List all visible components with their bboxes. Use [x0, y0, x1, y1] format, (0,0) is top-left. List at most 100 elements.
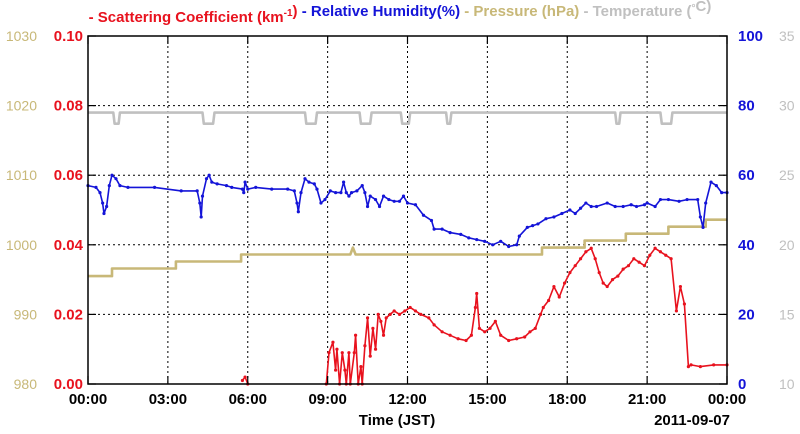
humidity-data-point — [215, 182, 219, 186]
grid — [88, 36, 727, 384]
legend-item-pressure: - Pressure (hPa) — [460, 3, 579, 20]
scattering-axis-tick-label: 0.08 — [54, 98, 83, 115]
scattering-data-point — [712, 363, 716, 367]
humidity-data-point — [296, 210, 300, 214]
humidity-data-point — [658, 197, 663, 202]
scattering-data-point — [376, 312, 380, 316]
humidity-data-point — [413, 203, 418, 207]
humidity-data-point — [292, 189, 296, 193]
humidity-data-point — [246, 187, 250, 191]
temperature-axis-tick-label: 35 — [779, 28, 795, 44]
humidity-data-point — [642, 203, 647, 207]
humidity-data-point — [270, 187, 274, 191]
humidity-data-point — [210, 180, 214, 184]
humidity-data-point — [200, 194, 205, 198]
scattering-data-point — [578, 257, 583, 261]
scattering-data-point — [686, 365, 690, 369]
humidity-data-point — [421, 213, 426, 217]
scattering-data-point — [379, 319, 383, 323]
legend-item-humidity: - Relative Humidity(%) — [298, 3, 461, 20]
temperature-axis-tick-label: 30 — [779, 98, 795, 114]
humidity-data-point — [544, 217, 548, 221]
pressure-axis-tick-label: 1020 — [6, 98, 37, 114]
scattering-axis-tick-label: 0.04 — [54, 237, 84, 254]
legend-item-temperature: - Temperature ( — [579, 3, 691, 20]
scattering-data-point — [353, 333, 358, 337]
axes: 00:00 03:00 06:00 09:00 12:00 15:00 18:00 21:00… — [6, 28, 795, 408]
humidity-data-point — [405, 201, 410, 205]
temperature-series-line — [88, 111, 727, 125]
pressure-axis-tick-label: 990 — [14, 306, 38, 322]
scattering-data-point — [343, 368, 347, 372]
humidity-data-point — [621, 204, 625, 209]
pressure-series-line — [88, 218, 727, 278]
humidity-series-line — [87, 174, 727, 248]
humidity-data-point — [696, 197, 700, 202]
humidity-data-point — [568, 208, 572, 212]
scattering-data-point — [664, 253, 668, 257]
scattering-data-point — [573, 264, 577, 268]
pressure-axis-tick-label: 1030 — [6, 28, 37, 44]
humidity-data-point — [363, 191, 367, 195]
humidity-data-point — [613, 204, 617, 209]
humidity-data-point — [483, 239, 487, 243]
humidity-data-point — [102, 211, 106, 216]
humidity-data-point — [195, 189, 199, 193]
scattering-data-point — [440, 330, 444, 334]
humidity-data-point — [387, 197, 391, 202]
scattering-axis-tick-label: 0.06 — [54, 167, 83, 184]
humidity-data-point — [373, 197, 378, 202]
humidity-data-point — [698, 215, 702, 219]
humidity-data-point — [714, 184, 718, 188]
temperature-axis-tick-label: 20 — [779, 237, 795, 253]
x-tick-label: 21:00 — [628, 391, 666, 408]
humidity-data-point — [584, 201, 588, 205]
humidity-data-point — [126, 185, 130, 189]
humidity-data-point — [94, 185, 98, 189]
humidity-data-point — [429, 218, 434, 223]
humidity-data-point — [98, 191, 102, 195]
humidity-axis-tick-label: 0 — [738, 376, 746, 393]
scattering-series-line — [325, 247, 727, 385]
scattering-data-point — [419, 312, 423, 316]
scattering-axis-tick-label: 0.02 — [54, 306, 83, 323]
scattering-data-point — [347, 351, 351, 355]
scattering-data-point — [589, 246, 593, 250]
scattering-data-point — [359, 365, 363, 369]
humidity-data-point — [720, 191, 724, 195]
humidity-data-point — [392, 199, 396, 203]
humidity-data-point — [312, 182, 316, 186]
scattering-data-point — [626, 264, 631, 268]
scattering-data-point — [388, 312, 392, 316]
scattering-data-point — [493, 319, 497, 323]
scattering-data-point — [523, 335, 527, 339]
scattering-data-point — [448, 333, 452, 337]
scattering-data-point — [698, 365, 702, 369]
humidity-data-point — [677, 199, 681, 203]
humidity-axis-tick-label: 80 — [738, 98, 755, 115]
x-tick-label: 09:00 — [308, 391, 346, 408]
humidity-data-point — [594, 204, 599, 209]
scattering-data-point — [541, 305, 545, 310]
pressure-axis-tick-label: 1010 — [6, 167, 37, 183]
humidity-data-point — [432, 227, 436, 231]
scattering-data-point — [648, 253, 652, 257]
humidity-data-point — [381, 194, 386, 198]
scattering-data-point — [413, 309, 418, 313]
humidity-data-point — [179, 189, 183, 193]
humidity-data-point — [349, 191, 354, 195]
x-tick-label: 03:00 — [149, 391, 187, 408]
humidity-data-point — [152, 185, 157, 189]
scattering-data-point — [658, 250, 663, 254]
scattering-data-point — [515, 337, 519, 341]
humidity-data-point — [397, 199, 402, 203]
scattering-data-point — [562, 281, 567, 285]
humidity-data-point — [653, 204, 657, 209]
humidity-data-point — [315, 187, 319, 191]
scattering-data-point — [557, 295, 561, 299]
scattering-data-point — [240, 378, 245, 383]
humidity-data-point — [242, 191, 246, 195]
humidity-axis-tick-label: 60 — [738, 167, 755, 184]
humidity-data-point — [199, 215, 203, 219]
scattering-data-point — [365, 316, 370, 320]
